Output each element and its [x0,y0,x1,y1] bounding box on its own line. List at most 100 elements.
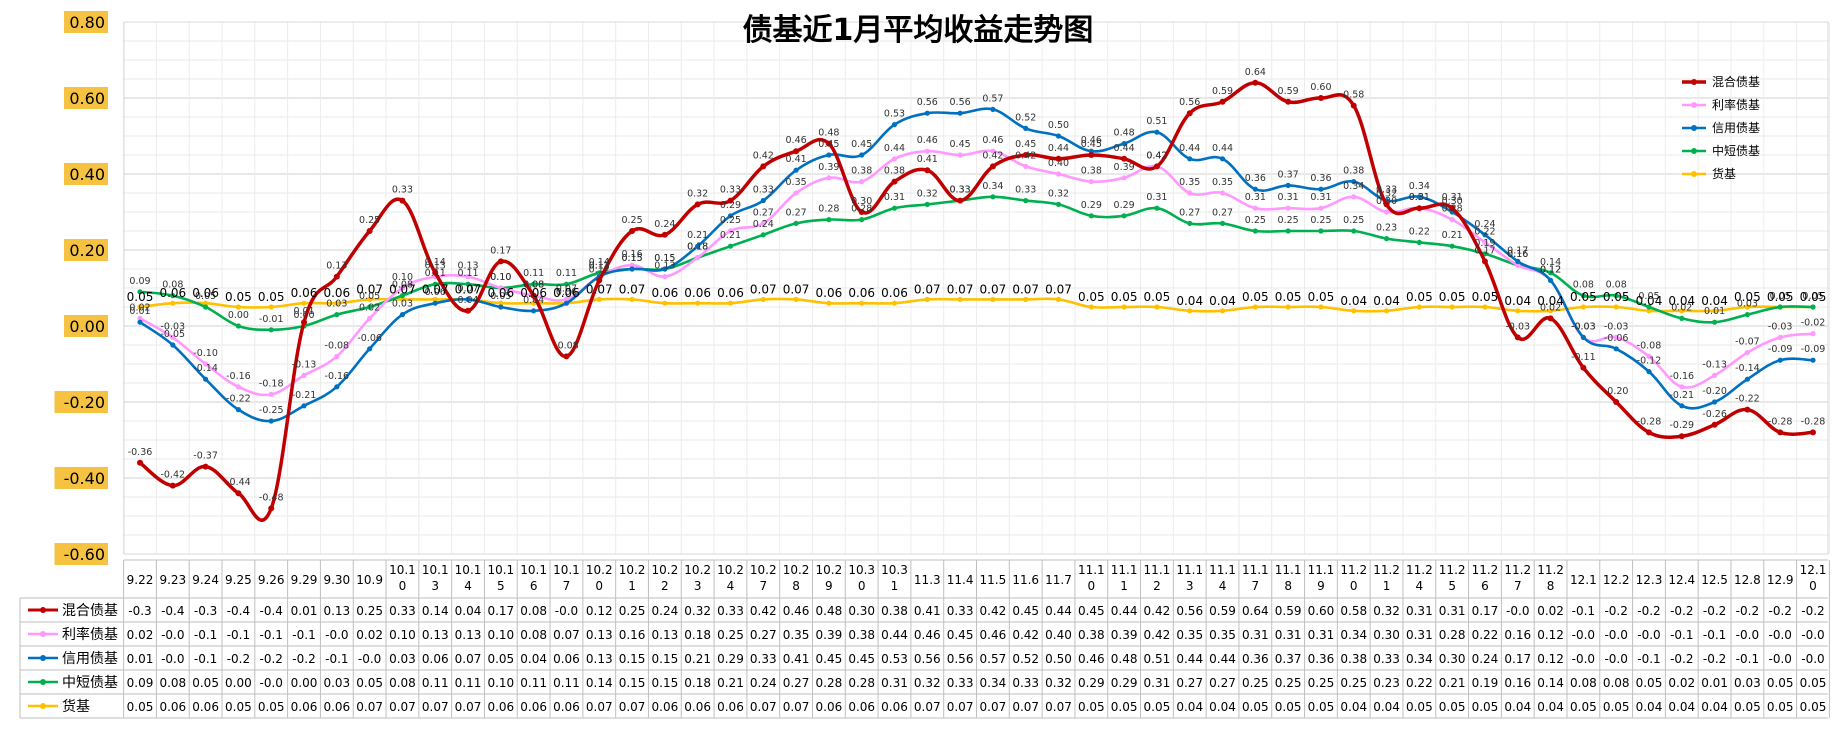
table-cell: 0.60 [1308,604,1335,618]
series-1-data-label: -0.28 [1768,416,1793,427]
x-tick-label: 11.2 [1504,563,1531,577]
table-cell: 0.31 [1406,628,1433,642]
series-1-point [957,197,964,204]
table-cell: 0.01 [1701,676,1728,690]
y-tick-label: -0.60 [64,545,105,564]
table-cell: 0.05 [356,676,383,690]
series-4-point [1416,239,1422,245]
table-cell: 0.34 [1406,652,1433,666]
table-cell: 0.42 [750,604,777,618]
series-4-point [1055,201,1062,207]
series-3-point [1777,357,1783,363]
table-cell: 0.08 [389,676,416,690]
series-5-point [235,304,242,310]
series-3-point [137,319,143,325]
series-3-data-label: -0.20 [1702,386,1727,397]
series-2-data-label: 0.31 [1310,192,1331,203]
series-4-point [203,304,209,310]
series-5-data-label: 0.05 [1111,290,1138,304]
table-cell: 0.21 [684,652,711,666]
series-2-data-label: -0.03 [161,321,186,332]
series-3-point [695,243,701,249]
series-3-data-label: 0.12 [1540,264,1561,275]
series-1-point [563,353,570,360]
table-cell: 0.04 [1537,700,1564,714]
series-4-point [531,281,537,287]
table-cell: 0.28 [1439,628,1466,642]
series-5-data-label: 0.07 [914,282,941,296]
table-cell: 0.39 [816,628,843,642]
series-2-data-label: 0.31 [1245,192,1266,203]
series-1-point [366,228,373,234]
table-cell: -0.0 [1572,628,1595,642]
table-cell: 0.14 [586,676,613,690]
series-2-point [727,228,734,234]
series-2-point [1482,239,1488,245]
series-4-point [432,281,438,287]
series-3-data-label: 0.50 [1048,120,1069,131]
x-tick-label: 9.30 [323,573,350,587]
series-2-data-label: 0.39 [1114,162,1135,173]
table-cell: 0.25 [619,604,646,618]
series-3-data-label: -0.05 [161,329,186,340]
series-3-point [1515,258,1521,264]
table-cell: 0.30 [1373,628,1400,642]
series-1-point [1449,205,1456,212]
series-1-data-label: 0.02 [1540,302,1561,313]
y-tick-label: 0.00 [69,317,105,336]
series-1-data-label: 0.33 [950,185,971,196]
series-5-point [1547,308,1554,314]
series-3-point [727,213,734,219]
series-4-point [399,293,406,299]
table-cell: -0.0 [358,652,381,666]
series-1-data-label: 0.56 [1179,97,1200,108]
series-4-data-label: 0.15 [654,253,675,264]
series-2-point [1679,384,1685,390]
series-1-data-label: 0.01 [293,306,314,317]
series-2-data-label: 0.02 [129,302,150,313]
x-tick-label: 10.1 [389,563,416,577]
series-4-data-label: 0.03 [326,299,347,310]
x-tick-label: 1 [1120,579,1128,593]
table-cell: -0.2 [1703,652,1726,666]
series-5-point [203,300,209,306]
table-cell: 0.31 [1242,628,1269,642]
table-row-name: 信用债基 [62,650,118,667]
x-tick-label: 10.2 [684,563,711,577]
table-cell: -0.1 [325,652,348,666]
table-cell: 0.05 [1078,700,1105,714]
series-3-point [465,296,471,302]
x-tick-label: 1 [628,579,636,593]
table-cell: 0.22 [1406,676,1433,690]
x-tick-label: 0 [595,579,603,593]
series-3-data-label: 0.48 [1114,128,1135,139]
series-3-point [432,300,438,306]
series-5-point [695,300,701,306]
series-1-point [1481,258,1488,265]
series-1-point [1711,421,1718,428]
series-5-data-label: 0.05 [1603,290,1630,304]
series-4-data-label: 0.33 [950,185,971,196]
series-1-point [1252,79,1259,86]
series-2-point [170,334,176,340]
series-3-point [1121,141,1127,147]
series-3-data-label: -0.09 [1768,344,1793,355]
table-cell: 0.10 [389,628,416,642]
x-tick-label: 4 [1416,579,1424,593]
series-3-data-label: 0.24 [1474,219,1495,230]
series-4-data-label: 0.25 [1245,215,1266,226]
series-1-point [1285,98,1292,105]
table-cell: 0.05 [1603,700,1630,714]
series-4-data-label: 0.32 [917,188,938,199]
series-1-data-label: -0.22 [1735,394,1760,405]
series-4-point [596,270,602,276]
series-1-data-label: -0.26 [1702,409,1727,420]
table-cell: 0.07 [1012,700,1039,714]
series-1-point [333,273,340,280]
series-3-data-label: -0.12 [1637,356,1662,367]
series-4-point [1154,205,1160,211]
y-tick-highlight [64,315,108,337]
table-cell: -0.2 [292,652,315,666]
table-cell: 0.56 [914,652,941,666]
table-cell: 0.24 [1472,652,1499,666]
